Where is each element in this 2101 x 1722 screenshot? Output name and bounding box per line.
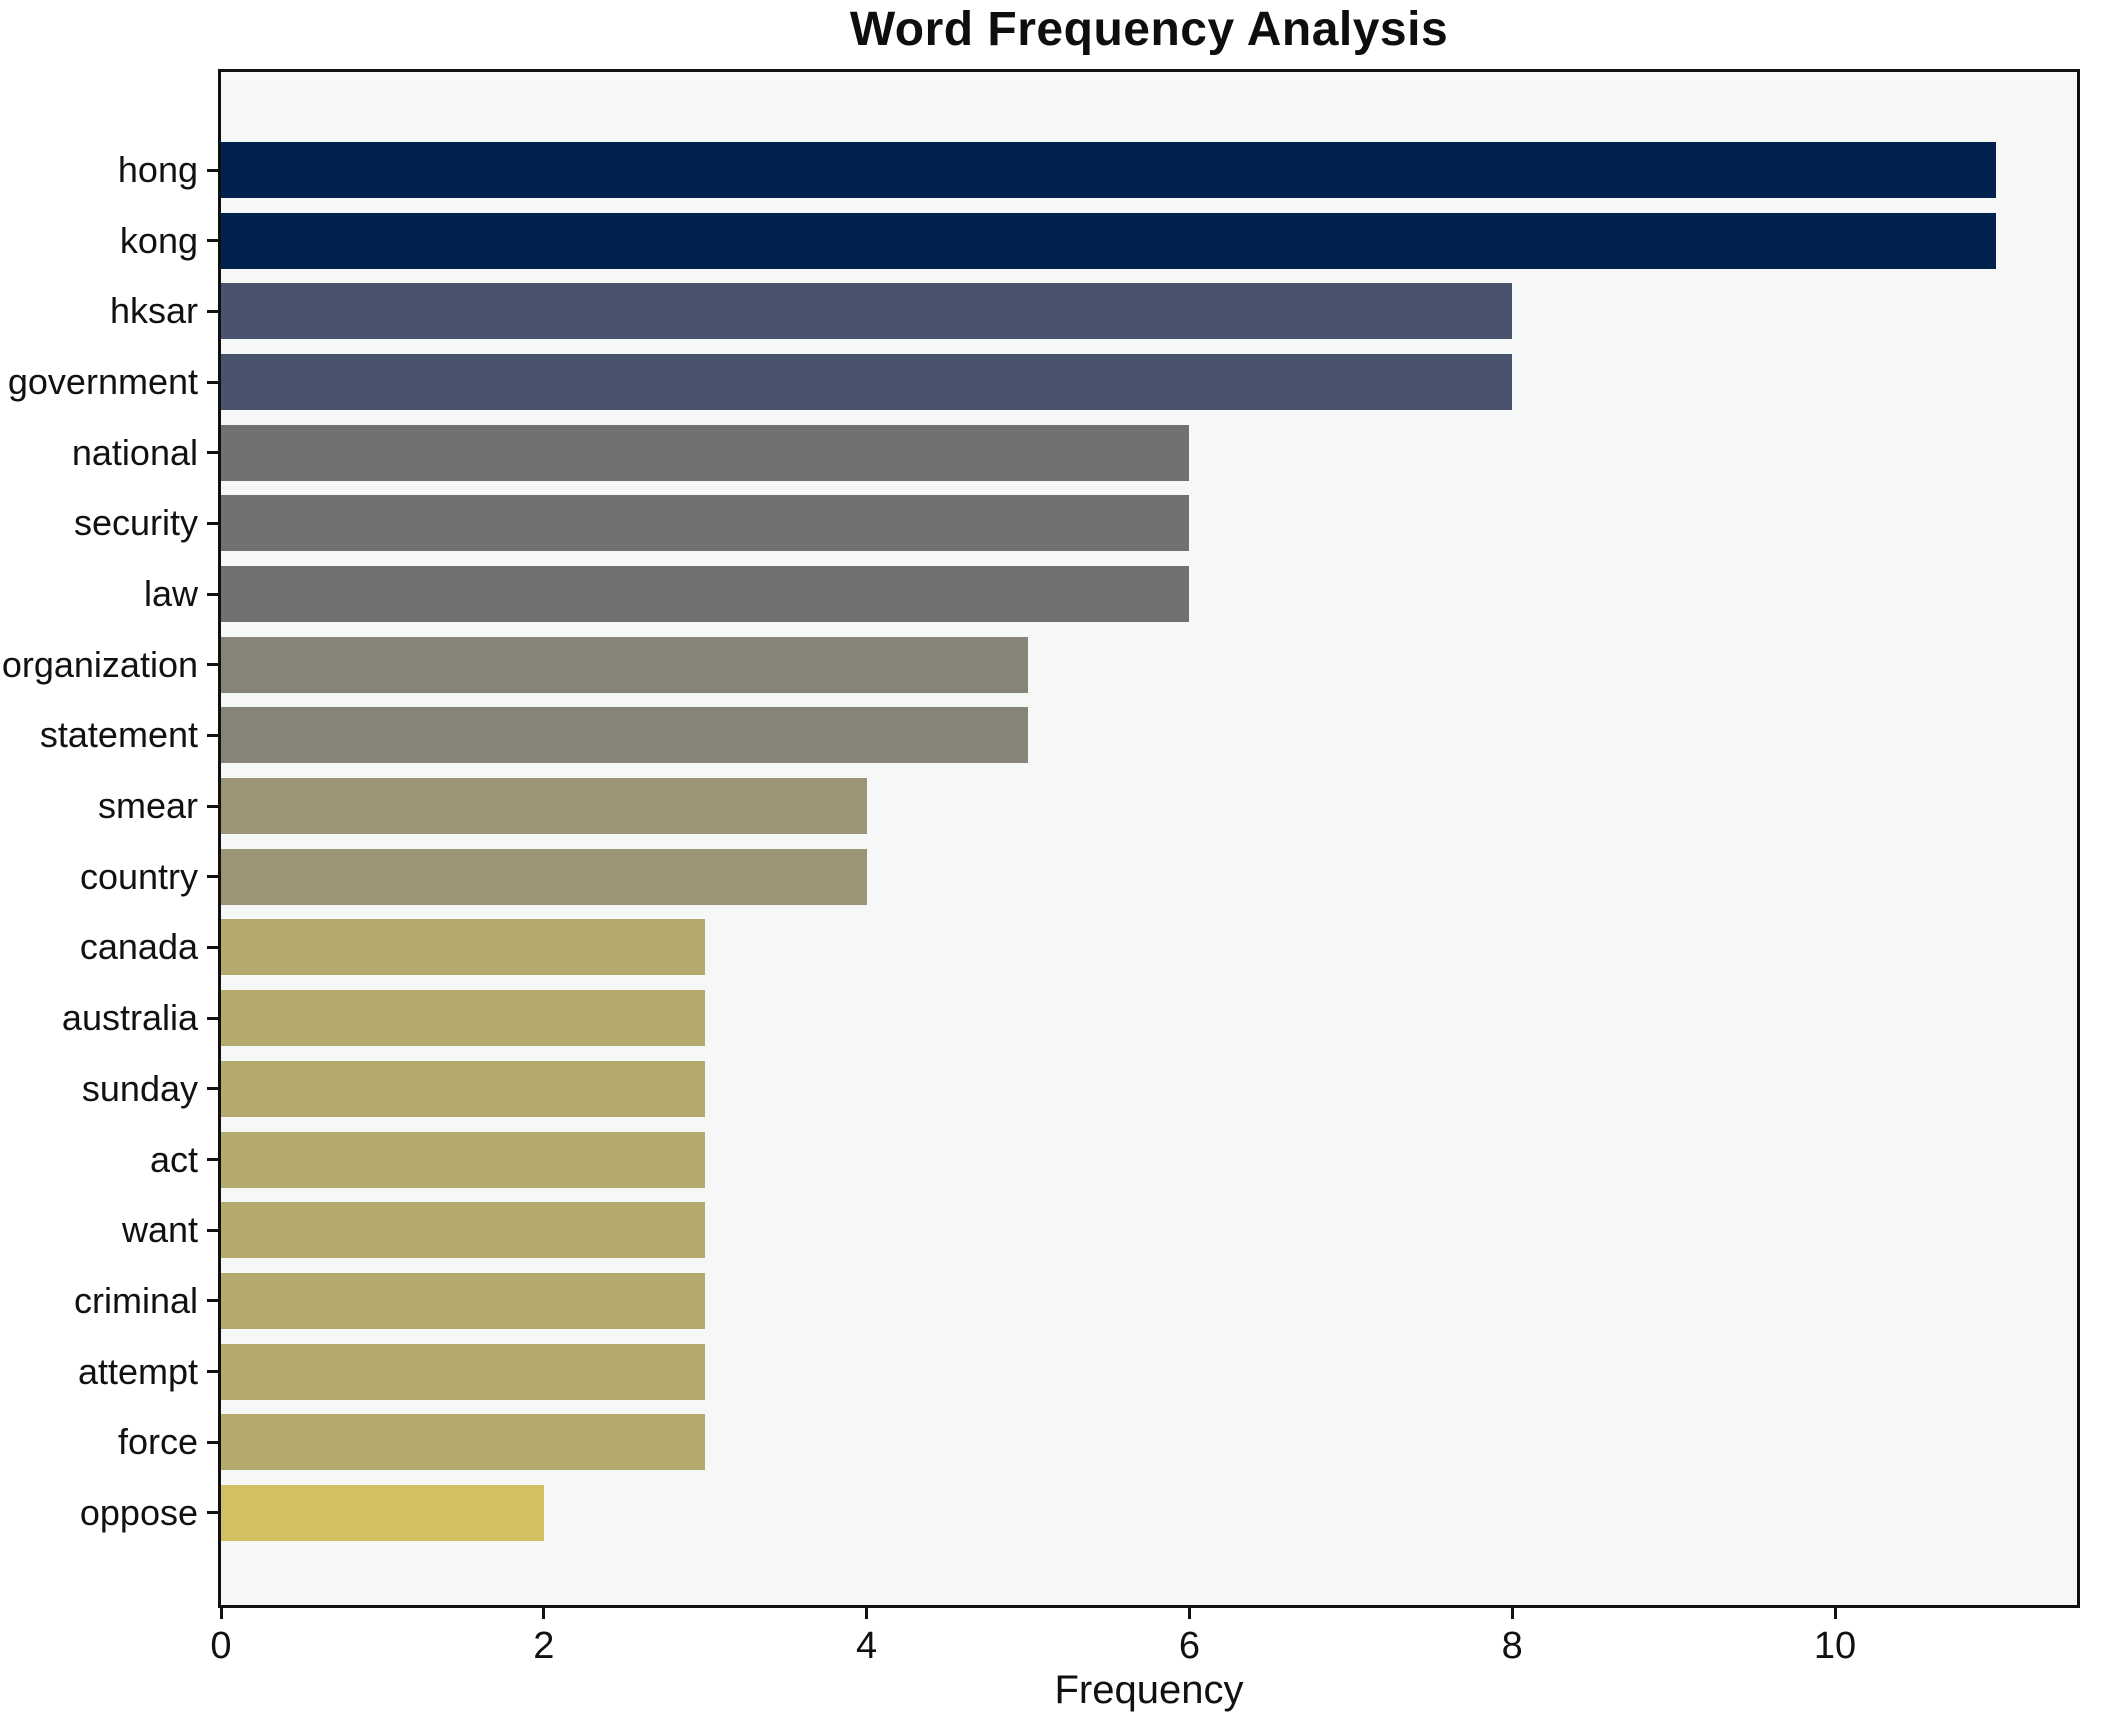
x-tick-label-0: 0 bbox=[210, 1625, 232, 1667]
bar-hong bbox=[221, 142, 1997, 198]
x-tick-label-10: 10 bbox=[1813, 1625, 1857, 1667]
x-tick-6 bbox=[1187, 1608, 1191, 1619]
y-tick-country bbox=[207, 875, 218, 879]
y-tick-want bbox=[207, 1228, 218, 1232]
y-tick-hong bbox=[207, 168, 218, 172]
bar-canada bbox=[221, 919, 706, 976]
y-tick-hksar bbox=[207, 309, 218, 313]
y-label-oppose: oppose bbox=[79, 1491, 198, 1533]
y-tick-attempt bbox=[207, 1370, 218, 1374]
y-label-hong: hong bbox=[117, 149, 198, 190]
y-tick-smear bbox=[207, 804, 218, 808]
y-tick-criminal bbox=[207, 1299, 218, 1303]
y-label-hksar: hksar bbox=[109, 290, 198, 332]
bar-act bbox=[221, 1131, 706, 1188]
y-label-force: force bbox=[117, 1421, 198, 1463]
y-label-national: national bbox=[71, 431, 198, 473]
bar-oppose bbox=[221, 1484, 544, 1541]
bar-sunday bbox=[221, 1060, 706, 1117]
x-tick-0 bbox=[219, 1608, 223, 1619]
bar-smear bbox=[221, 778, 867, 835]
y-label-kong: kong bbox=[119, 219, 198, 261]
x-tick-label-6: 6 bbox=[1178, 1625, 1200, 1667]
y-tick-oppose bbox=[207, 1511, 218, 1515]
y-tick-national bbox=[207, 451, 218, 455]
y-label-australia: australia bbox=[61, 997, 198, 1039]
bar-organization bbox=[221, 636, 1028, 693]
y-label-canada: canada bbox=[79, 926, 198, 968]
y-tick-canada bbox=[207, 945, 218, 949]
bar-statement bbox=[221, 707, 1028, 764]
x-tick-4 bbox=[865, 1608, 869, 1619]
y-tick-organization bbox=[207, 663, 218, 667]
y-tick-australia bbox=[207, 1016, 218, 1020]
y-label-government: government bbox=[7, 361, 198, 403]
y-tick-security bbox=[207, 521, 218, 525]
y-label-organization: organization bbox=[1, 643, 198, 685]
bar-attempt bbox=[221, 1343, 706, 1400]
y-label-smear: smear bbox=[97, 785, 198, 827]
y-tick-sunday bbox=[207, 1087, 218, 1091]
y-label-want: want bbox=[121, 1209, 198, 1251]
y-label-act: act bbox=[149, 1138, 198, 1180]
y-tick-kong bbox=[207, 239, 218, 243]
y-label-statement: statement bbox=[39, 714, 198, 756]
x-tick-label-4: 4 bbox=[856, 1625, 878, 1667]
y-tick-act bbox=[207, 1158, 218, 1162]
x-tick-8 bbox=[1510, 1608, 1514, 1619]
x-tick-label-2: 2 bbox=[533, 1625, 555, 1667]
bar-force bbox=[221, 1414, 706, 1471]
y-label-country: country bbox=[79, 855, 198, 897]
x-tick-10 bbox=[1833, 1608, 1837, 1619]
bar-national bbox=[221, 424, 1190, 481]
chart-title: Word Frequency Analysis bbox=[849, 3, 1449, 56]
bar-hksar bbox=[221, 283, 1513, 340]
y-label-security: security bbox=[73, 502, 198, 544]
y-tick-statement bbox=[207, 733, 218, 737]
bar-government bbox=[221, 354, 1513, 411]
x-tick-2 bbox=[542, 1608, 546, 1619]
bar-criminal bbox=[221, 1272, 706, 1329]
y-label-criminal: criminal bbox=[73, 1279, 198, 1321]
y-label-attempt: attempt bbox=[77, 1350, 198, 1392]
plot-area bbox=[218, 69, 2080, 1608]
bar-country bbox=[221, 848, 867, 905]
y-label-sunday: sunday bbox=[81, 1067, 198, 1109]
bar-law bbox=[221, 566, 1190, 623]
y-tick-force bbox=[207, 1440, 218, 1444]
y-tick-government bbox=[207, 380, 218, 384]
x-axis-label: Frequency bbox=[1054, 1668, 1244, 1712]
bar-kong bbox=[221, 212, 1997, 269]
bar-want bbox=[221, 1202, 706, 1259]
bar-security bbox=[221, 495, 1190, 552]
y-tick-law bbox=[207, 592, 218, 596]
bar-australia bbox=[221, 990, 706, 1047]
x-tick-label-8: 8 bbox=[1501, 1625, 1523, 1667]
y-label-law: law bbox=[143, 573, 198, 615]
